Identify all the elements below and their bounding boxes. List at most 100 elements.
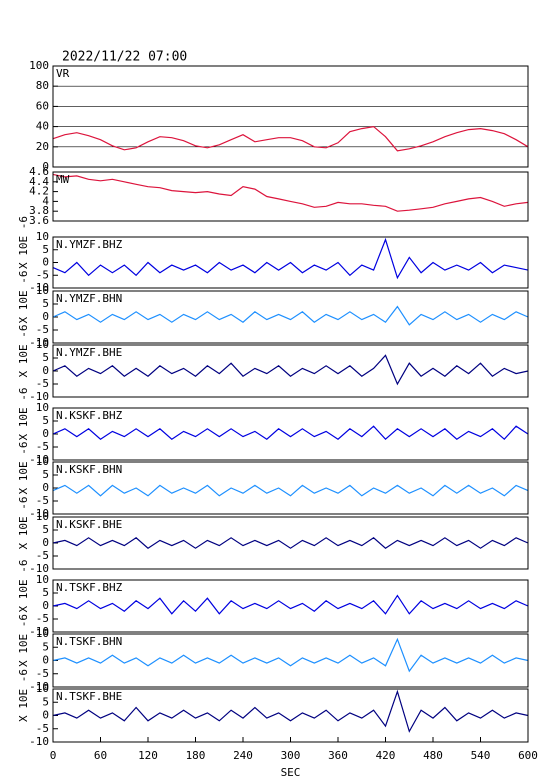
panel-frame [52, 461, 529, 515]
y-tick-label: 3.8 [29, 204, 49, 217]
y-tick-label: 40 [36, 120, 49, 133]
y-tick-label: 10 [36, 573, 49, 586]
y-axis-label: X 10E -6 [17, 388, 30, 441]
y-tick-label: -10 [29, 680, 49, 693]
y-tick-label: 5 [42, 586, 49, 599]
y-axis-label: X 10E -6 [17, 614, 30, 667]
y-tick-label: -5 [36, 377, 49, 390]
panel-frame [52, 236, 529, 289]
y-tick-label: 5 [42, 414, 49, 427]
y-tick-label: 20 [36, 140, 49, 153]
x-tick-label: 300 [281, 749, 301, 762]
x-tick-label: 120 [138, 749, 158, 762]
panel-frame [52, 171, 529, 222]
y-tick-label: 0 [42, 654, 49, 667]
panel-frame [52, 407, 529, 461]
y-tick-label: 0 [42, 310, 49, 323]
y-axis-label: X 10E -6 [17, 271, 30, 324]
y-tick-label: 5 [42, 351, 49, 364]
y-tick-label: -5 [36, 549, 49, 562]
trace-label: N.YMZF.BHZ [56, 238, 123, 251]
y-tick-label: -5 [36, 268, 49, 281]
trace [52, 237, 529, 280]
panel-frame [52, 344, 529, 398]
trace [52, 637, 529, 673]
x-tick-label: 240 [233, 749, 253, 762]
trace [52, 305, 529, 326]
y-tick-label: 5 [42, 468, 49, 481]
y-tick-label: 10 [36, 284, 49, 297]
panel-frame [52, 579, 529, 633]
trace [52, 537, 529, 549]
trace-label: N.KSKF.BHZ [56, 409, 123, 422]
y-tick-label: 4.4 [29, 175, 49, 188]
y-tick-label: 4.6 [29, 165, 49, 178]
y-axis-label: X 10E -6 [17, 560, 30, 613]
trace-label: N.TSKF.BHZ [56, 581, 123, 594]
y-tick-label: 80 [36, 79, 49, 92]
x-tick-label: 360 [328, 749, 348, 762]
y-tick-label: 10 [36, 401, 49, 414]
trace-label: N.KSKF.BHE [56, 518, 122, 531]
trace-label: N.TSKF.BHE [56, 690, 122, 703]
panel-frame [52, 290, 529, 344]
y-tick-label: 0 [42, 599, 49, 612]
trace-label: VR [56, 67, 70, 80]
y-tick-label: 4.2 [29, 185, 49, 198]
x-tick-label: 180 [186, 749, 206, 762]
y-tick-label: -10 [29, 336, 49, 349]
trace-label: MW [56, 173, 70, 186]
x-tick-label: 420 [376, 749, 396, 762]
y-tick-label: 10 [36, 455, 49, 468]
y-tick-label: 5 [42, 640, 49, 653]
y-tick-label: -5 [36, 440, 49, 453]
x-tick-label: 480 [423, 749, 443, 762]
trace [52, 125, 529, 152]
panel-frame [52, 516, 529, 570]
x-tick-label: 540 [471, 749, 491, 762]
y-tick-label: -5 [36, 323, 49, 336]
y-tick-label: 0 [42, 364, 49, 377]
x-tick-label: 600 [518, 749, 538, 762]
trace-label: N.YMZF.BHN [56, 292, 122, 305]
trace [52, 689, 529, 733]
y-axis-label: X 10E -6 [17, 325, 30, 378]
y-tick-label: 0 [42, 427, 49, 440]
y-tick-label: 10 [36, 230, 49, 243]
y-tick-label: -5 [36, 494, 49, 507]
y-tick-label: -10 [29, 453, 49, 466]
y-tick-label: 100 [29, 59, 49, 72]
trace-label: N.TSKF.BHN [56, 635, 122, 648]
panel-frame [52, 633, 529, 688]
trace [52, 354, 529, 386]
y-tick-label: 5 [42, 297, 49, 310]
y-tick-label: 5 [42, 523, 49, 536]
panel-frame [52, 65, 529, 168]
y-tick-label: 3.6 [29, 214, 49, 227]
trace-label: N.YMZF.BHE [56, 346, 122, 359]
x-tick-label: 60 [94, 749, 107, 762]
y-axis-label: X 10E -6 [17, 497, 30, 550]
y-tick-label: -5 [36, 722, 49, 735]
y-tick-label: 0 [42, 256, 49, 269]
y-tick-label: 10 [36, 682, 49, 695]
y-tick-label: -10 [29, 281, 49, 294]
y-tick-label: -5 [36, 612, 49, 625]
y-tick-label: 4 [42, 194, 49, 207]
y-tick-label: -5 [36, 667, 49, 680]
y-tick-label: 10 [36, 338, 49, 351]
y-tick-label: 0 [42, 160, 49, 173]
y-axis-label: X 10E -6 [17, 216, 30, 269]
y-tick-label: -10 [29, 562, 49, 575]
chart-title: 2022/11/22 07:00 [62, 50, 187, 65]
y-tick-label: 10 [36, 627, 49, 640]
y-tick-label: -10 [29, 735, 49, 748]
x-axis-label: SEC [281, 766, 301, 779]
y-tick-label: -10 [29, 507, 49, 520]
y-axis-label: X 10E -6 [17, 442, 30, 495]
trace [52, 594, 529, 615]
y-tick-label: 0 [42, 536, 49, 549]
y-tick-label: 60 [36, 99, 49, 112]
y-tick-label: -10 [29, 390, 49, 403]
